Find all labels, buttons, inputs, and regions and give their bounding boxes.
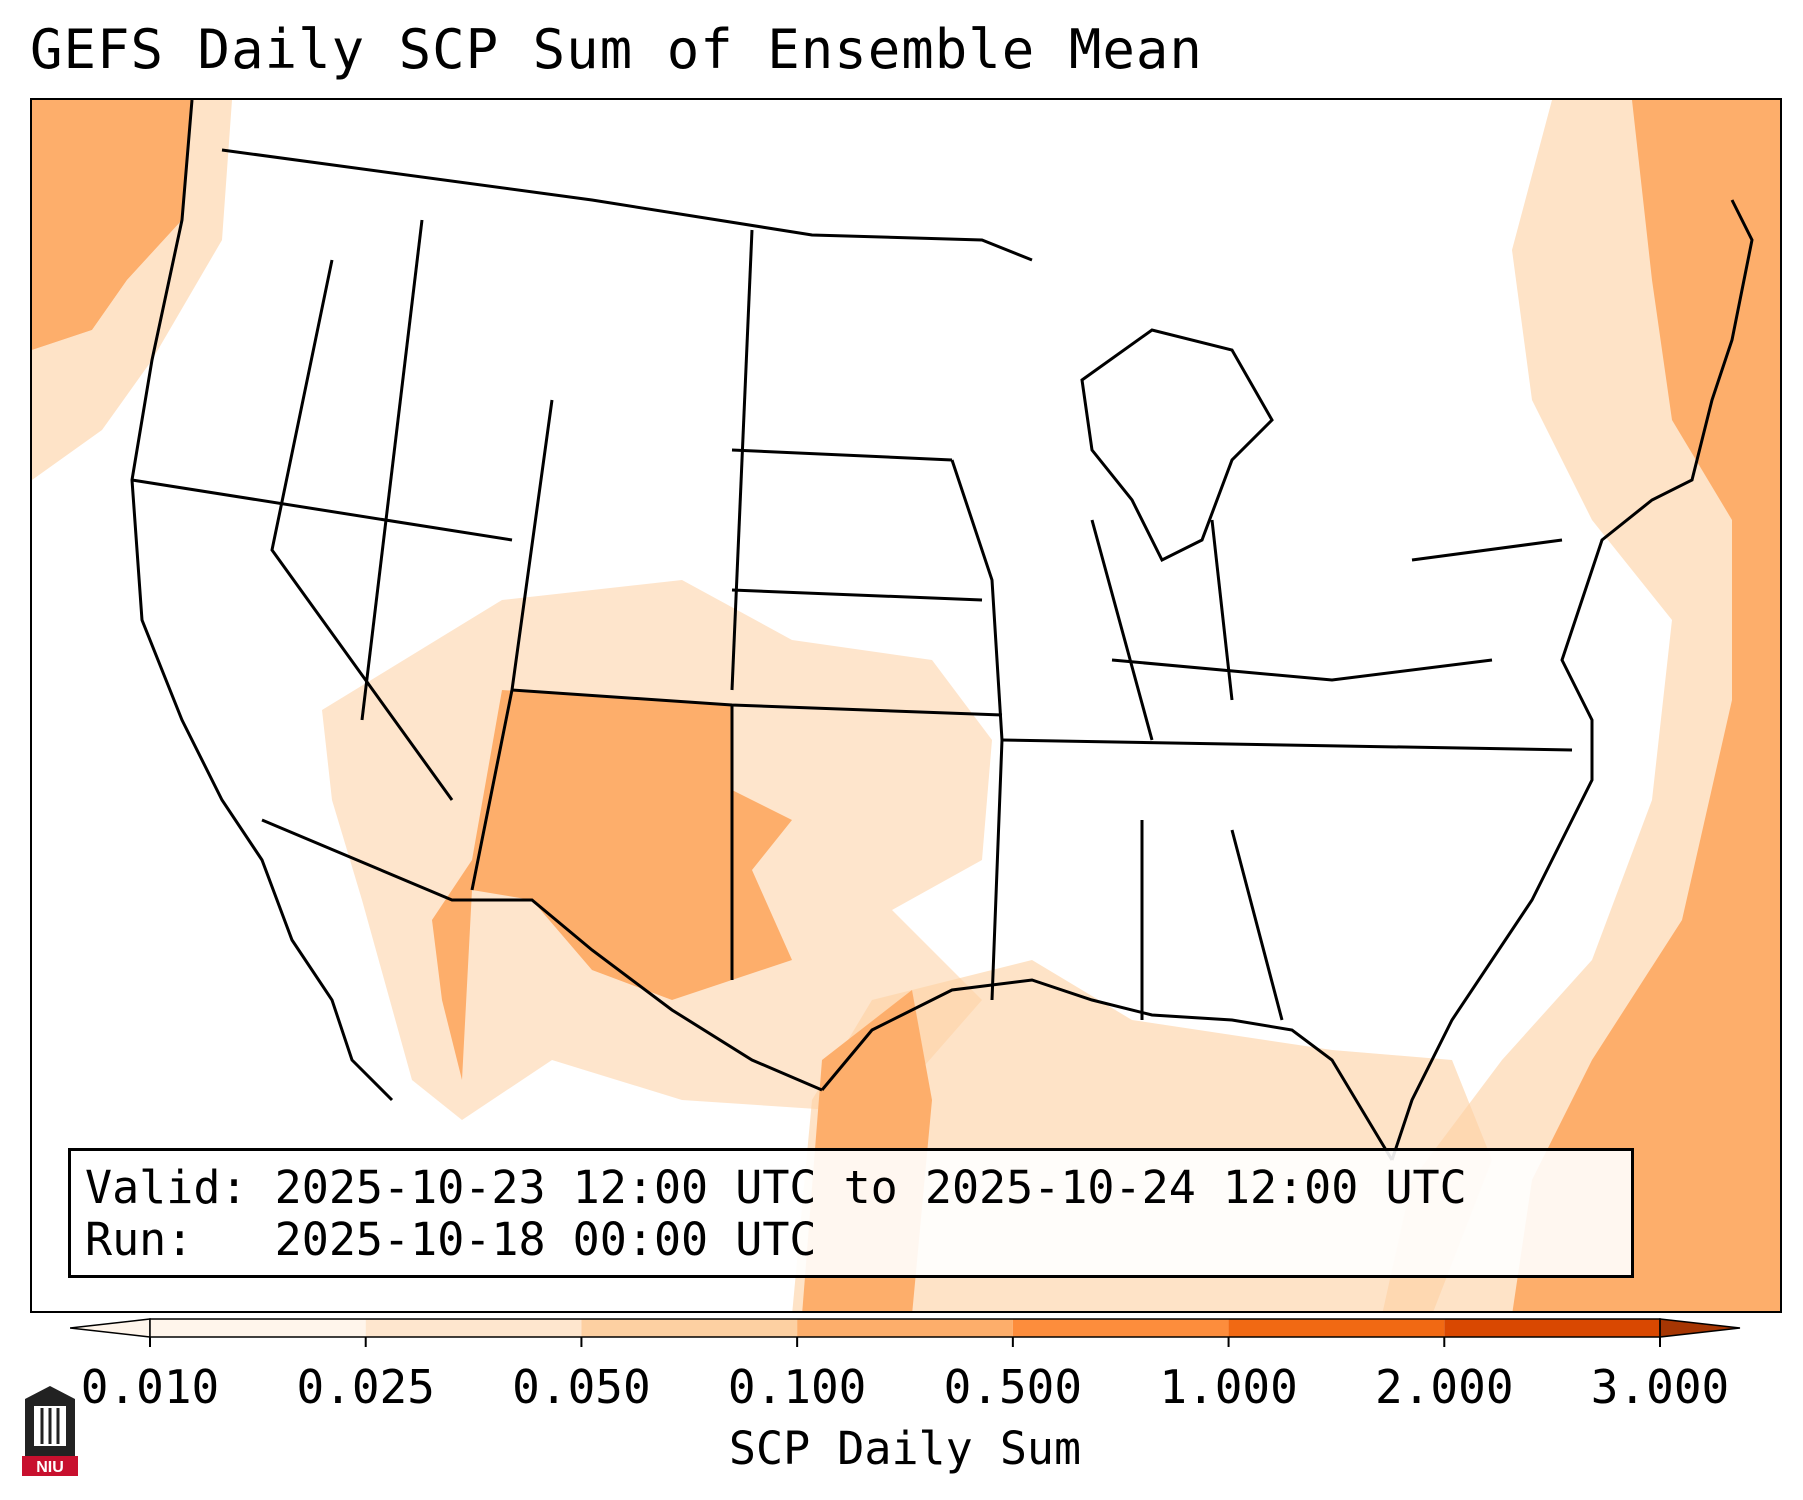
shade-pacific-weak xyxy=(32,100,232,480)
colorbar-tick-label: 0.025 xyxy=(296,1360,435,1414)
valid-line: Valid: 2025-10-23 12:00 UTC to 2025-10-2… xyxy=(85,1161,1467,1214)
run-line: Run: 2025-10-18 00:00 UTC xyxy=(85,1213,817,1266)
state-line xyxy=(1001,738,1573,752)
colorbar-tick-label: 3.000 xyxy=(1590,1360,1730,1414)
colorbar-outline xyxy=(149,1318,1661,1338)
great-lakes-outline xyxy=(1080,328,1274,563)
run-label: Run: xyxy=(85,1213,194,1266)
map-canvas xyxy=(32,100,1780,1311)
colorbar-tick-label: 0.500 xyxy=(943,1360,1083,1414)
colorbar-segment xyxy=(1228,1319,1445,1337)
state-line xyxy=(1210,519,1234,701)
logo-text: NIU xyxy=(36,1459,64,1476)
state-line xyxy=(360,219,424,721)
state-line xyxy=(270,259,454,801)
colorbar-segment xyxy=(1012,1319,1229,1337)
colorbar-tick-label: 1.000 xyxy=(1159,1360,1298,1414)
shade-newmexico-strong xyxy=(432,690,792,1080)
state-line xyxy=(470,689,514,891)
colorbar-ticks xyxy=(149,1337,1661,1347)
valid-run-box: Valid: 2025-10-23 12:00 UTC to 2025-10-2… xyxy=(68,1148,1634,1278)
scp-shading xyxy=(32,100,1780,1311)
state-line xyxy=(510,399,1003,717)
gulf-coast-line xyxy=(820,978,1394,1161)
valid-label: Valid: xyxy=(85,1161,248,1214)
state-line xyxy=(1230,829,1284,1021)
west-coast-line xyxy=(130,100,394,1102)
state-line xyxy=(731,588,983,602)
colorbar-tick-label: 0.100 xyxy=(727,1360,867,1414)
mexico-border xyxy=(261,818,823,1092)
state-line xyxy=(731,448,953,462)
colorbar-segment xyxy=(150,1319,366,1337)
colorbar xyxy=(70,1318,1741,1347)
east-coast-line xyxy=(1390,199,1754,1161)
colorbar-segment xyxy=(581,1319,798,1337)
boundaries xyxy=(130,100,1754,1161)
shade-atlantic-strong xyxy=(1512,100,1780,1311)
colorbar-tick-label: 2.000 xyxy=(1375,1360,1514,1414)
map-panel xyxy=(30,98,1782,1313)
shade-pacific-strong xyxy=(32,100,192,350)
state-line xyxy=(950,459,1004,1001)
state-line xyxy=(1411,538,1563,562)
state-line xyxy=(131,478,513,542)
niu-logo: NIU xyxy=(22,1386,78,1476)
colorbar-max-extension xyxy=(1659,1318,1741,1338)
canada-border xyxy=(221,148,1033,262)
state-line xyxy=(730,229,754,691)
colorbar-segment xyxy=(365,1319,582,1337)
colorbar-label: SCP Daily Sum xyxy=(728,1422,1082,1475)
state-line xyxy=(1111,658,1493,682)
map-title: GEFS Daily SCP Sum of Ensemble Mean xyxy=(30,18,1203,81)
colorbar-tick-label: 0.010 xyxy=(80,1360,220,1414)
valid-value: 2025-10-23 12:00 UTC to 2025-10-24 12:00… xyxy=(274,1161,1467,1214)
colorbar-tick-label: 0.050 xyxy=(512,1360,651,1414)
colorbar-segments xyxy=(70,1318,1741,1338)
run-value: 2025-10-18 00:00 UTC xyxy=(274,1213,817,1266)
colorbar-segment xyxy=(1444,1319,1660,1337)
state-line xyxy=(1090,519,1154,741)
colorbar-segment xyxy=(797,1319,1013,1337)
colorbar-min-extension xyxy=(70,1318,151,1338)
